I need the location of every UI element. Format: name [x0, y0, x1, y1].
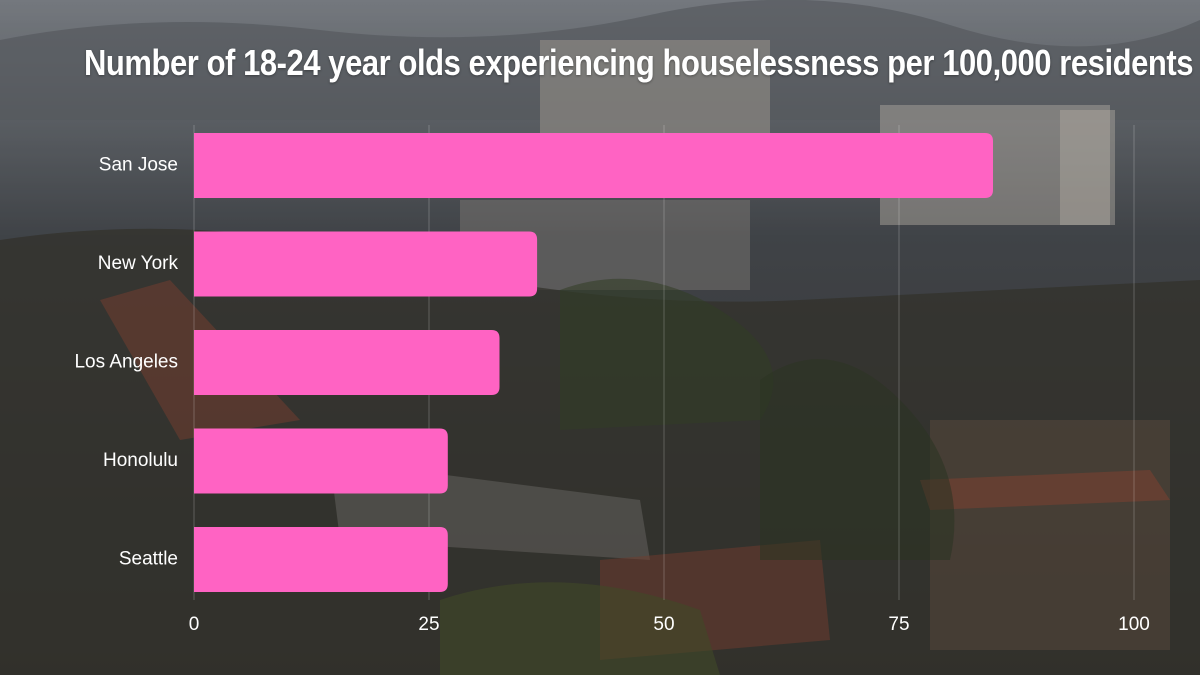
x-tick-label: 75: [888, 614, 909, 635]
category-label: Honolulu: [103, 450, 178, 471]
bars: [194, 133, 993, 592]
category-label: San Jose: [99, 155, 178, 176]
x-tick-label: 25: [418, 614, 439, 635]
bar: [194, 330, 500, 395]
x-tick-label: 50: [653, 614, 674, 635]
category-labels: San Jose New York Los Angeles Honolulu Seatt…: [74, 155, 178, 570]
category-label: New York: [98, 253, 179, 274]
bar: [194, 231, 538, 297]
category-label: Seattle: [119, 549, 178, 570]
chart-title: Number of 18-24 year olds experiencing h…: [84, 42, 1194, 83]
bar: [194, 527, 448, 592]
x-tick-label: 100: [1118, 614, 1150, 635]
x-tick-labels: 0 25 50 75 100: [189, 614, 1150, 635]
bar: [194, 428, 448, 494]
category-label: Los Angeles: [74, 352, 178, 373]
bar: [194, 133, 993, 198]
x-tick-label: 0: [189, 614, 200, 635]
